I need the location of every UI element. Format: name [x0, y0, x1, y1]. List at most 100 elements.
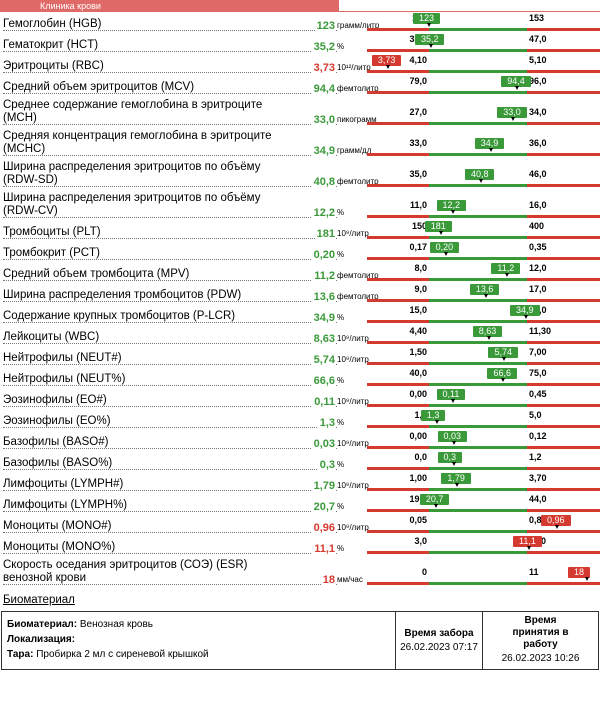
dotted-leader — [3, 51, 343, 52]
result-row: Среднее содержание гемоглобина в эритроц… — [0, 96, 600, 127]
in-range-segment — [429, 278, 527, 281]
test-unit: 10⁹/литр — [337, 229, 369, 239]
test-name: Содержание крупных тромбоцитов (P-LCR) — [3, 310, 236, 322]
in-range-segment — [429, 488, 527, 491]
range-high: 75,0 — [529, 368, 547, 378]
column-divider — [482, 612, 483, 669]
dotted-leader — [3, 280, 343, 281]
value-badge: 35,2 — [414, 34, 445, 45]
value-badge: 0,11 — [436, 389, 466, 400]
tube-label: Тара: — [7, 649, 34, 660]
value-badge: 5,74 — [488, 347, 518, 358]
test-unit: % — [337, 208, 367, 218]
dotted-leader — [3, 238, 343, 239]
value-badge: 11,1 — [513, 536, 542, 547]
section-tab[interactable]: Клиника крови — [0, 0, 339, 12]
value-marker — [443, 252, 448, 256]
location-line: Локализация: — [7, 634, 75, 645]
above-range-segment — [527, 446, 600, 449]
value-marker — [527, 546, 531, 550]
value-marker — [433, 504, 438, 508]
value-badge: 0,3 — [437, 452, 463, 463]
reference-bar: 27,0 34,0 33,0 — [367, 107, 600, 125]
value-marker — [483, 294, 488, 298]
value-marker — [451, 462, 456, 466]
dotted-leader — [3, 93, 343, 94]
dotted-leader — [3, 72, 343, 73]
value-marker — [450, 399, 455, 403]
above-range-segment — [527, 184, 600, 187]
above-range-segment — [527, 551, 600, 554]
range-low: 1,0 — [414, 410, 427, 420]
value-badge: 94,4 — [501, 76, 531, 87]
dotted-leader — [3, 406, 343, 407]
test-value: 1,79 — [311, 480, 335, 492]
value-marker — [428, 44, 433, 48]
above-range-segment — [527, 215, 600, 218]
result-row: Тромбоциты (PLT) 181 10⁹/литр 150 400 181 — [0, 220, 600, 241]
above-range-segment — [527, 425, 600, 428]
value-badge: 3,73 — [371, 55, 402, 66]
reference-bar: 4,40 11,30 8,63 — [367, 326, 600, 344]
range-low: 4,40 — [409, 326, 427, 336]
test-unit: 10⁹/литр — [337, 439, 369, 449]
dotted-leader — [3, 301, 343, 302]
test-name: Гемоглобин (HGB) — [3, 18, 102, 30]
value-marker — [524, 315, 529, 319]
value-badge: 11,2 — [491, 263, 521, 274]
below-range-segment — [367, 404, 429, 407]
dotted-leader — [3, 364, 343, 365]
result-row: Лейкоциты (WBC) 8,63 10⁹/литр 4,40 11,30 8,63 — [0, 325, 600, 346]
dotted-leader — [3, 124, 343, 125]
result-row: Моноциты (MONO%) 11,1%3,011,011,1 — [0, 535, 600, 556]
below-range-segment — [367, 299, 429, 302]
in-range-segment — [429, 236, 527, 239]
test-value: 0,11 — [312, 396, 335, 408]
in-range-segment — [429, 509, 527, 512]
value-marker — [488, 148, 493, 152]
result-row: Средняя концентрация гемоглобина в эритр… — [0, 127, 600, 158]
dotted-leader — [3, 532, 343, 533]
below-range-segment — [367, 551, 429, 554]
below-range-segment — [367, 362, 429, 365]
reference-bar: 11,0 16,0 12,2 — [367, 200, 600, 218]
test-name: Ширина распределения тромбоцитов (PDW) — [3, 289, 242, 301]
dotted-leader — [3, 385, 343, 386]
value-marker — [505, 273, 510, 277]
reference-bar: 0,17 0,35 0,20 — [367, 242, 600, 260]
reference-bar: 35,047,035,2 — [367, 34, 600, 52]
reference-bar: 15,035,034,9 — [367, 305, 600, 323]
collected-value: 26.02.2023 07:17 — [400, 642, 478, 653]
in-range-segment — [429, 28, 527, 31]
range-low: 0 — [421, 567, 427, 577]
value-marker — [427, 23, 431, 27]
range-high: 96,0 — [529, 76, 547, 86]
range-low: 1,50 — [409, 347, 427, 357]
in-range-segment — [429, 153, 527, 156]
value-badge: 34,9 — [474, 138, 505, 149]
result-row: Ширина распределения эритроцитов по объё… — [0, 189, 600, 220]
value-badge: 0,96 — [541, 515, 571, 526]
above-range-segment — [527, 404, 600, 407]
value-marker — [455, 483, 460, 487]
range-high: 16,0 — [529, 200, 547, 210]
test-unit: % — [337, 544, 367, 554]
test-name: Гематокрит (HCT) — [3, 39, 99, 51]
test-name: Эозинофилы (EO%) — [3, 415, 111, 427]
in-range-segment — [429, 446, 527, 449]
value-badge: 18 — [568, 567, 591, 578]
below-range-segment — [367, 153, 429, 156]
above-range-segment — [527, 257, 600, 260]
in-range-segment — [429, 215, 527, 218]
below-range-segment — [367, 341, 429, 344]
test-name: Нейтрофилы (NEUT#) — [3, 352, 122, 364]
material-value: Венозная кровь — [79, 619, 153, 630]
value-badge: 34,9 — [510, 305, 540, 316]
range-high: 5,10 — [529, 55, 547, 65]
test-name: Нейтрофилы (NEUT%) — [3, 373, 126, 385]
biomaterial-info: Биоматериал: Венозная кровь Локализация:… — [2, 612, 396, 669]
reference-bar: 0,0 1,2 0,3 — [367, 452, 600, 470]
dotted-leader — [3, 217, 343, 218]
in-range-segment — [429, 70, 527, 73]
above-range-segment — [527, 91, 600, 94]
